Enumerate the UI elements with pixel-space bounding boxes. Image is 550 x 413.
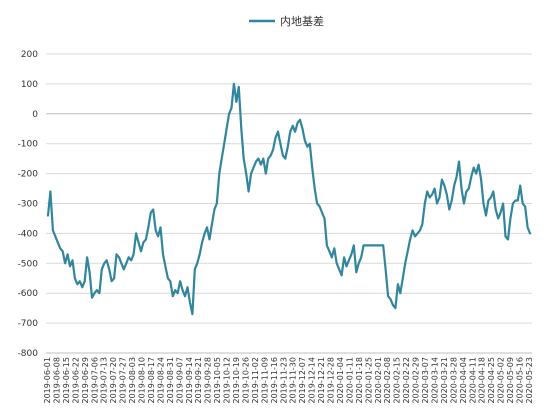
x-tick-label: 2019-07-13 bbox=[100, 357, 109, 404]
x-tick-label: 2019-11-16 bbox=[270, 357, 279, 404]
y-tick-label: -300 bbox=[18, 200, 39, 210]
x-tick-label: 2020-04-04 bbox=[459, 357, 468, 404]
y-axis-tick-labels: 200 100 0 -100 -200 -300 -400 -500 -600 -700 -800 bbox=[18, 50, 39, 359]
x-tick-label: 2019-10-12 bbox=[223, 357, 232, 404]
y-tick-label: -700 bbox=[18, 319, 39, 329]
series-line-neidi-jicha bbox=[46, 82, 532, 316]
x-tick-label: 2019-08-10 bbox=[138, 357, 147, 404]
x-tick-label: 2020-02-15 bbox=[393, 357, 402, 404]
x-tick-label: 2020-05-16 bbox=[516, 357, 525, 404]
legend: 内地基差 bbox=[249, 14, 324, 28]
x-tick-label: 2020-05-23 bbox=[525, 357, 534, 404]
x-tick-label: 2019-06-08 bbox=[52, 357, 61, 404]
x-tick-label: 2019-07-20 bbox=[109, 357, 118, 404]
y-tick-label: -800 bbox=[18, 349, 39, 359]
x-axis-tick-labels: 2019-06-01 2019-06-08 2019-06-15 2019-06-22… bbox=[43, 357, 534, 404]
x-tick-label: 2019-06-15 bbox=[62, 357, 71, 404]
x-tick-label: 2019-09-21 bbox=[194, 357, 203, 404]
x-tick-label: 2019-10-05 bbox=[213, 357, 222, 404]
x-tick-label: 2019-11-23 bbox=[279, 357, 288, 404]
x-tick-label: 2020-03-28 bbox=[449, 357, 458, 404]
y-tick-label: 0 bbox=[32, 110, 38, 120]
x-tick-label: 2019-10-19 bbox=[232, 357, 241, 404]
x-tick-label: 2019-11-02 bbox=[251, 357, 260, 404]
x-tick-label: 2019-12-21 bbox=[317, 357, 326, 404]
x-tick-label: 2020-05-02 bbox=[497, 357, 506, 404]
x-tick-label: 2020-05-09 bbox=[506, 357, 515, 404]
x-tick-label: 2020-01-25 bbox=[364, 357, 373, 404]
gridlines bbox=[46, 53, 532, 354]
x-tick-label: 2019-09-07 bbox=[175, 357, 184, 404]
x-tick-label: 2019-11-30 bbox=[289, 357, 298, 404]
x-tick-label: 2020-04-18 bbox=[478, 357, 487, 404]
x-tick-label: 2020-03-07 bbox=[421, 357, 430, 404]
y-tick-label: -400 bbox=[18, 229, 39, 239]
x-tick-label: 2019-11-09 bbox=[260, 357, 269, 404]
x-tick-label: 2020-04-11 bbox=[468, 357, 477, 404]
x-tick-label: 2019-06-01 bbox=[43, 357, 52, 404]
x-tick-label: 2020-02-08 bbox=[383, 357, 392, 404]
x-tick-label: 2020-02-01 bbox=[374, 357, 383, 404]
legend-label: 内地基差 bbox=[280, 14, 324, 28]
x-tick-label: 2019-10-26 bbox=[241, 357, 250, 404]
x-tick-label: 2019-12-14 bbox=[308, 357, 317, 404]
x-tick-label: 2019-09-28 bbox=[204, 357, 213, 404]
x-tick-label: 2020-02-29 bbox=[412, 357, 421, 404]
x-tick-label: 2019-06-22 bbox=[71, 357, 80, 404]
x-tick-label: 2020-01-04 bbox=[336, 357, 345, 404]
x-tick-label: 2020-03-14 bbox=[430, 357, 439, 404]
x-tick-label: 2020-01-18 bbox=[355, 357, 364, 404]
x-tick-label: 2019-08-24 bbox=[156, 357, 165, 404]
x-tick-label: 2019-12-07 bbox=[298, 357, 307, 404]
y-tick-label: 200 bbox=[21, 50, 38, 60]
x-tick-label: 2019-08-17 bbox=[147, 357, 156, 404]
y-tick-label: -500 bbox=[18, 259, 39, 269]
y-tick-label: -600 bbox=[18, 289, 39, 299]
x-tick-label: 2020-01-11 bbox=[345, 357, 354, 404]
x-tick-label: 2019-12-28 bbox=[327, 357, 336, 404]
y-tick-label: 100 bbox=[21, 80, 38, 90]
y-tick-label: -100 bbox=[18, 140, 39, 150]
x-tick-label: 2019-08-31 bbox=[166, 357, 175, 404]
x-tick-label: 2019-09-14 bbox=[185, 357, 194, 404]
y-tick-label: -200 bbox=[18, 170, 39, 180]
x-tick-label: 2020-03-21 bbox=[440, 357, 449, 404]
x-tick-label: 2019-06-29 bbox=[81, 357, 90, 404]
x-tick-label: 2019-08-03 bbox=[128, 357, 137, 404]
x-tick-label: 2019-07-06 bbox=[90, 357, 99, 404]
x-tick-label: 2020-04-25 bbox=[487, 357, 496, 404]
x-tick-label: 2020-02-22 bbox=[402, 357, 411, 404]
x-tick-label: 2019-07-27 bbox=[119, 357, 128, 404]
